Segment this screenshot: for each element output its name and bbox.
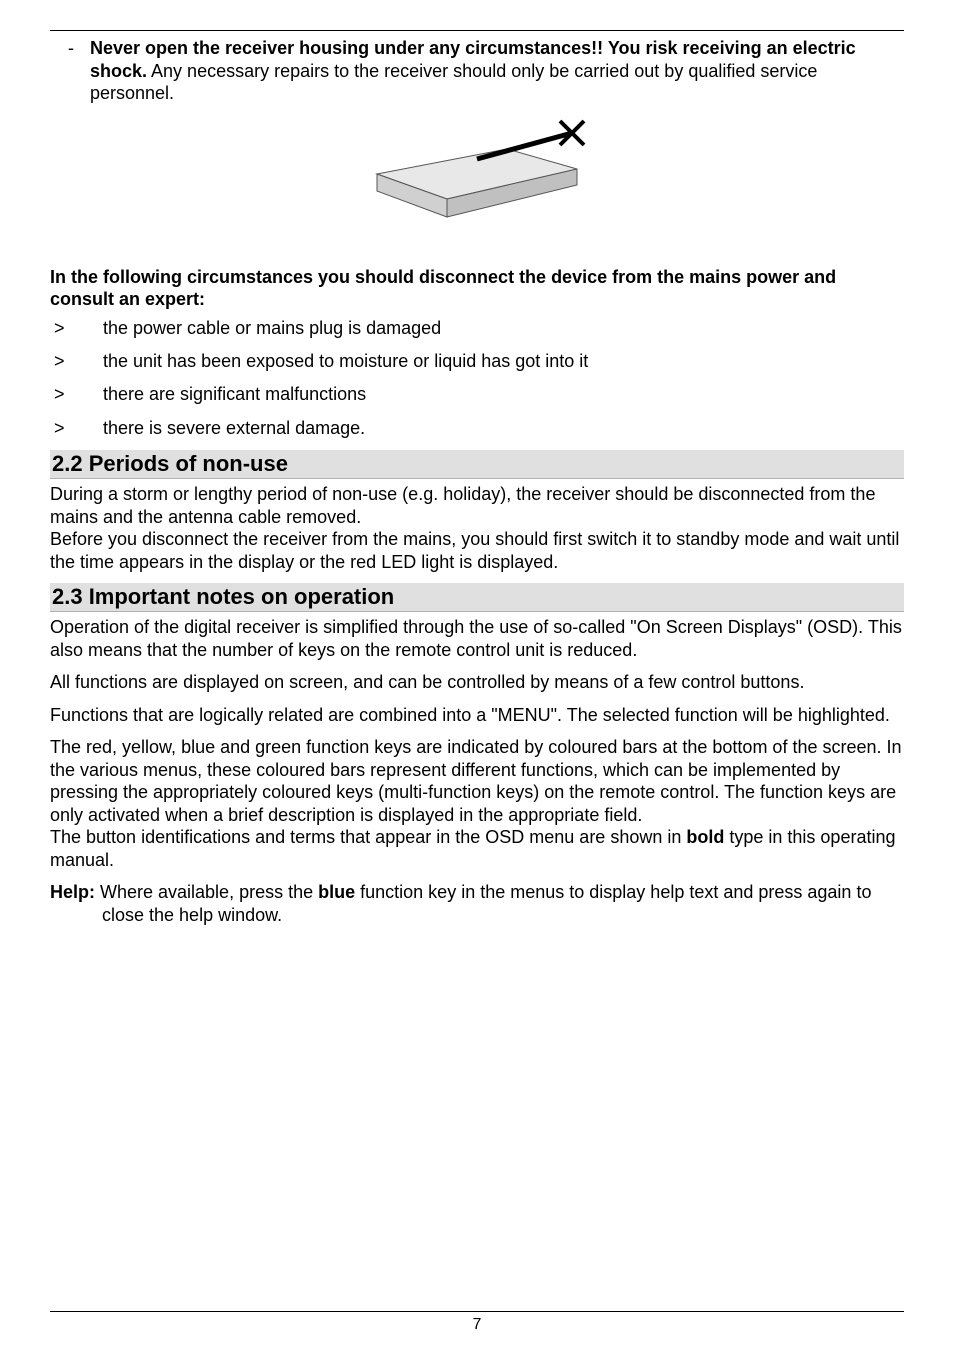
gt-marker: > xyxy=(54,317,65,340)
section-2-3-heading: 2.3 Important notes on operation xyxy=(50,583,904,612)
help-paragraph: Help: Where available, press the blue fu… xyxy=(50,881,904,926)
bold-word: bold xyxy=(686,827,724,847)
list-text: there is severe external damage. xyxy=(103,418,365,438)
gt-marker: > xyxy=(54,383,65,406)
p: Functions that are logically related are… xyxy=(50,704,904,727)
disconnect-list: > the power cable or mains plug is damage… xyxy=(50,317,904,441)
p-group: The red, yellow, blue and green function… xyxy=(50,736,904,871)
gt-marker: > xyxy=(54,417,65,440)
p: The red, yellow, blue and green function… xyxy=(50,737,902,825)
help-label: Help: xyxy=(50,882,95,902)
top-rule xyxy=(50,30,904,31)
p: Before you disconnect the receiver from … xyxy=(50,529,899,572)
section-2-2-heading: 2.2 Periods of non-use xyxy=(50,450,904,479)
list-item: > the power cable or mains plug is damage… xyxy=(50,317,904,340)
list-item: > there are significant malfunctions xyxy=(50,383,904,406)
warning-paragraph: - Never open the receiver housing under … xyxy=(90,37,904,105)
list-dash: - xyxy=(68,37,74,60)
list-item: > there is severe external damage. xyxy=(50,417,904,440)
page-footer: 7 xyxy=(50,1311,904,1334)
warning-rest: Any necessary repairs to the receiver sh… xyxy=(90,61,817,104)
list-item: > the unit has been exposed to moisture o… xyxy=(50,350,904,373)
list-text: there are significant malfunctions xyxy=(103,384,366,404)
help-bold: blue xyxy=(318,882,355,902)
receiver-illustration xyxy=(50,119,904,244)
p: During a storm or lengthy period of non-… xyxy=(50,484,875,527)
list-text: the unit has been exposed to moisture or… xyxy=(103,351,588,371)
disconnect-intro: In the following circumstances you shoul… xyxy=(50,266,904,311)
p: Operation of the digital receiver is sim… xyxy=(50,616,904,661)
gt-marker: > xyxy=(54,350,65,373)
p: All functions are displayed on screen, a… xyxy=(50,671,904,694)
section-2-2-body: During a storm or lengthy period of non-… xyxy=(50,483,904,573)
list-text: the power cable or mains plug is damaged xyxy=(103,318,441,338)
p-pre: The button identifications and terms tha… xyxy=(50,827,686,847)
help-pre: Where available, press the xyxy=(95,882,318,902)
page-number: 7 xyxy=(50,1316,904,1334)
footer-rule xyxy=(50,1311,904,1312)
